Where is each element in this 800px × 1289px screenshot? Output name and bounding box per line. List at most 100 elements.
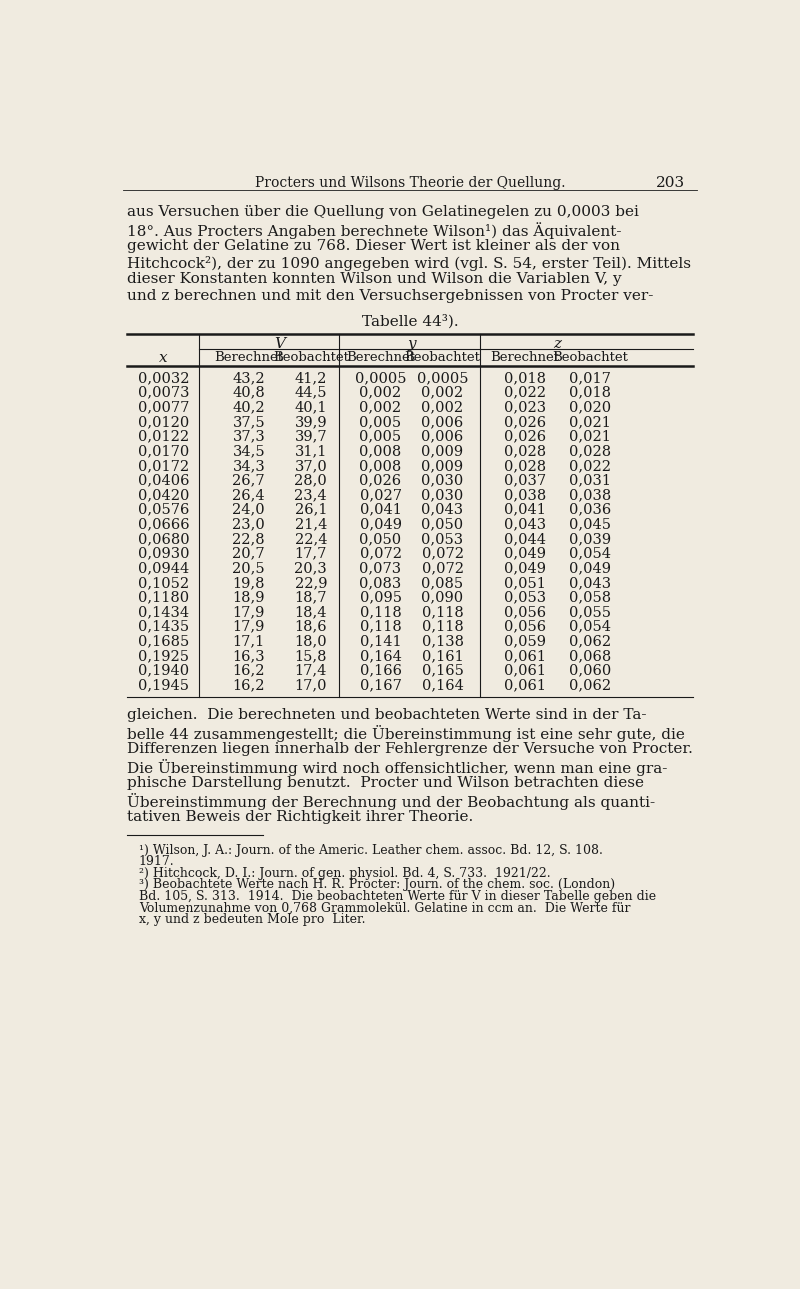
Text: 0,002: 0,002	[359, 385, 402, 400]
Text: 0,027: 0,027	[359, 489, 402, 503]
Text: 0,023: 0,023	[504, 401, 546, 414]
Text: 0,0406: 0,0406	[138, 473, 190, 487]
Text: 40,1: 40,1	[294, 401, 327, 414]
Text: 0,028: 0,028	[504, 445, 546, 458]
Text: 0,037: 0,037	[504, 473, 546, 487]
Text: Berechnet: Berechnet	[214, 351, 283, 363]
Text: 0,026: 0,026	[504, 415, 546, 429]
Text: 37,0: 37,0	[294, 459, 327, 473]
Text: 0,0172: 0,0172	[138, 459, 189, 473]
Text: 28,0: 28,0	[294, 473, 327, 487]
Text: 0,036: 0,036	[569, 503, 611, 517]
Text: 0,0944: 0,0944	[138, 561, 189, 575]
Text: 0,072: 0,072	[422, 547, 463, 561]
Text: 0,054: 0,054	[569, 547, 611, 561]
Text: 0,006: 0,006	[422, 429, 464, 443]
Text: 0,020: 0,020	[569, 401, 611, 414]
Text: 0,0120: 0,0120	[138, 415, 189, 429]
Text: 24,0: 24,0	[233, 503, 265, 517]
Text: 22,9: 22,9	[294, 576, 327, 590]
Text: gewicht der Gelatine zu 768. Dieser Wert ist kleiner als der von: gewicht der Gelatine zu 768. Dieser Wert…	[127, 238, 620, 253]
Text: 20,3: 20,3	[294, 561, 327, 575]
Text: 0,028: 0,028	[504, 459, 546, 473]
Text: Beobachtet: Beobachtet	[552, 351, 628, 363]
Text: 0,085: 0,085	[422, 576, 464, 590]
Text: phische Darstellung benutzt.  Procter und Wilson betrachten diese: phische Darstellung benutzt. Procter und…	[127, 776, 644, 790]
Text: 0,0005: 0,0005	[417, 371, 468, 385]
Text: 37,3: 37,3	[233, 429, 265, 443]
Text: 0,030: 0,030	[422, 473, 464, 487]
Text: 0,161: 0,161	[422, 650, 463, 663]
Text: 0,022: 0,022	[504, 385, 546, 400]
Text: 0,1945: 0,1945	[138, 678, 189, 692]
Text: 18°. Aus Procters Angaben berechnete Wilson¹) das Äquivalent-: 18°. Aus Procters Angaben berechnete Wil…	[127, 222, 622, 238]
Text: Procters und Wilsons Theorie der Quellung.: Procters und Wilsons Theorie der Quellun…	[254, 177, 566, 191]
Text: 0,1435: 0,1435	[138, 620, 189, 634]
Text: 0,166: 0,166	[359, 664, 402, 678]
Text: 0,049: 0,049	[359, 517, 402, 531]
Text: Tabelle 44³).: Tabelle 44³).	[362, 315, 458, 329]
Text: 0,164: 0,164	[422, 678, 463, 692]
Text: ¹) Wilson, J. A.: Journ. of the Americ. Leather chem. assoc. Bd. 12, S. 108.: ¹) Wilson, J. A.: Journ. of the Americ. …	[138, 844, 602, 857]
Text: 0,018: 0,018	[504, 371, 546, 385]
Text: 0,049: 0,049	[504, 547, 546, 561]
Text: 0,050: 0,050	[422, 517, 464, 531]
Text: 0,009: 0,009	[422, 459, 464, 473]
Text: 0,061: 0,061	[504, 650, 546, 663]
Text: 0,030: 0,030	[422, 489, 464, 503]
Text: x, y und z bedeuten Mole pro  Liter.: x, y und z bedeuten Mole pro Liter.	[138, 913, 366, 926]
Text: y: y	[407, 338, 416, 351]
Text: 0,1180: 0,1180	[138, 590, 189, 605]
Text: 0,1685: 0,1685	[138, 634, 189, 648]
Text: 0,056: 0,056	[504, 620, 546, 634]
Text: 0,0073: 0,0073	[138, 385, 190, 400]
Text: 0,009: 0,009	[422, 445, 464, 458]
Text: V: V	[274, 338, 286, 351]
Text: 0,073: 0,073	[359, 561, 402, 575]
Text: 0,053: 0,053	[422, 532, 464, 547]
Text: 0,0122: 0,0122	[138, 429, 189, 443]
Text: 26,4: 26,4	[233, 489, 265, 503]
Text: Volumenzunahme von 0,768 Grammolekül. Gelatine in ccm an.  Die Werte für: Volumenzunahme von 0,768 Grammolekül. Ge…	[138, 901, 630, 915]
Text: 0,138: 0,138	[422, 634, 463, 648]
Text: 18,6: 18,6	[294, 620, 327, 634]
Text: 43,2: 43,2	[233, 371, 265, 385]
Text: Differenzen liegen innerhalb der Fehlergrenze der Versuche von Procter.: Differenzen liegen innerhalb der Fehlerg…	[127, 742, 693, 757]
Text: 0,038: 0,038	[569, 489, 611, 503]
Text: 26,1: 26,1	[294, 503, 327, 517]
Text: Berechnet: Berechnet	[346, 351, 415, 363]
Text: 21,4: 21,4	[294, 517, 327, 531]
Text: 0,026: 0,026	[359, 473, 402, 487]
Text: 18,7: 18,7	[294, 590, 327, 605]
Text: 0,1052: 0,1052	[138, 576, 189, 590]
Text: 0,045: 0,045	[569, 517, 611, 531]
Text: 17,9: 17,9	[233, 605, 265, 619]
Text: 0,0680: 0,0680	[138, 532, 190, 547]
Text: Beobachtet: Beobachtet	[405, 351, 481, 363]
Text: 0,118: 0,118	[360, 605, 402, 619]
Text: 0,049: 0,049	[569, 561, 611, 575]
Text: 0,038: 0,038	[503, 489, 546, 503]
Text: 17,4: 17,4	[294, 664, 327, 678]
Text: 0,021: 0,021	[569, 415, 610, 429]
Text: 44,5: 44,5	[294, 385, 327, 400]
Text: 0,054: 0,054	[569, 620, 611, 634]
Text: 0,041: 0,041	[504, 503, 546, 517]
Text: 23,0: 23,0	[233, 517, 265, 531]
Text: 0,051: 0,051	[504, 576, 546, 590]
Text: Die Übereinstimmung wird noch offensichtlicher, wenn man eine gra-: Die Übereinstimmung wird noch offensicht…	[127, 759, 667, 776]
Text: 0,058: 0,058	[569, 590, 611, 605]
Text: 31,1: 31,1	[294, 445, 327, 458]
Text: 41,2: 41,2	[294, 371, 327, 385]
Text: 0,002: 0,002	[359, 401, 402, 414]
Text: 18,0: 18,0	[294, 634, 327, 648]
Text: 0,0420: 0,0420	[138, 489, 190, 503]
Text: 0,028: 0,028	[569, 445, 611, 458]
Text: Bd. 105, S. 313.  1914.  Die beobachteten Werte für V in dieser Tabelle geben di: Bd. 105, S. 313. 1914. Die beobachteten …	[138, 889, 656, 904]
Text: 0,090: 0,090	[422, 590, 464, 605]
Text: 0,059: 0,059	[504, 634, 546, 648]
Text: 0,061: 0,061	[504, 678, 546, 692]
Text: 0,002: 0,002	[422, 401, 464, 414]
Text: 0,0032: 0,0032	[138, 371, 190, 385]
Text: 0,056: 0,056	[504, 605, 546, 619]
